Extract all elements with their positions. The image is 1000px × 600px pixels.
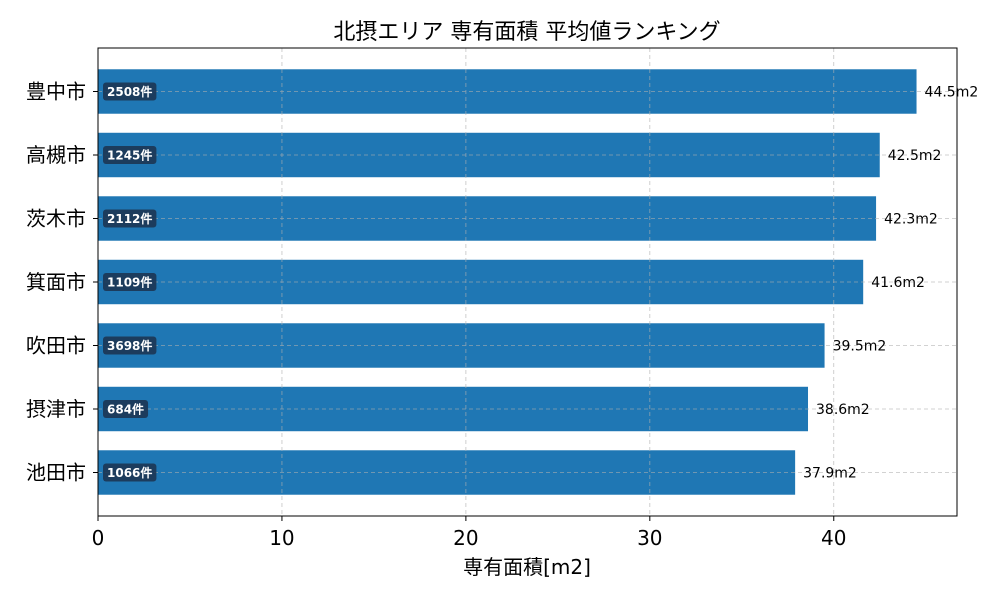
bar-7	[98, 450, 796, 495]
count-badge-background	[103, 82, 157, 101]
category-label-4: 箕面市	[26, 270, 86, 294]
x-axis-label: 専有面積[m2]	[463, 555, 591, 579]
x-tick-label-5: 40	[821, 526, 846, 550]
x-tick-label-3: 20	[453, 526, 478, 550]
bar-2	[98, 132, 880, 178]
count-badge-background	[103, 273, 157, 291]
x-axis-ticks: 0 10 20 30 40	[92, 516, 846, 550]
x-tick-label-2: 10	[269, 526, 294, 550]
value-label-3: 42.3m2	[884, 211, 938, 227]
count-badge-background	[103, 209, 157, 228]
value-label-4: 41.6m2	[871, 275, 925, 291]
count-badge-background	[103, 145, 157, 164]
count-badge-background	[103, 400, 149, 419]
count-badge-background	[103, 336, 157, 355]
count-badge-label: 1066件	[107, 465, 152, 480]
count-badge-label: 1109件	[107, 275, 152, 290]
count-badge-background	[103, 463, 157, 482]
count-badge-label: 3698件	[107, 338, 152, 353]
category-label-2: 高槻市	[26, 143, 86, 167]
count-badge-4: 1109件	[103, 273, 157, 291]
value-label-7: 37.9m2	[803, 466, 857, 482]
chart-title: 北摂エリア 専有面積 平均値ランキング	[333, 20, 720, 45]
count-badge-label: 2112件	[107, 211, 152, 226]
count-badges: 2508件 1245件 2112件 1109件 3698件 684件 1066件	[103, 82, 157, 482]
value-label-2: 42.5m2	[888, 148, 942, 164]
category-label-3: 茨木市	[26, 206, 86, 230]
category-label-6: 摂津市	[26, 397, 86, 421]
count-badge-6: 684件	[103, 400, 149, 419]
value-label-5: 39.5m2	[833, 339, 887, 355]
count-badge-label: 2508件	[107, 84, 152, 99]
category-label-5: 吹田市	[26, 334, 86, 358]
count-badge-3: 2112件	[103, 209, 157, 228]
x-tick-label-1: 0	[92, 526, 105, 550]
value-labels: 44.5m2 42.5m2 42.3m2 41.6m2 39.5m2 38.6m2 37.9…	[803, 84, 978, 481]
count-badge-1: 2508件	[103, 82, 157, 101]
x-tick-label-4: 30	[637, 526, 662, 550]
count-badge-5: 3698件	[103, 336, 157, 355]
count-badge-7: 1066件	[103, 463, 157, 482]
count-badge-label: 684件	[107, 402, 144, 417]
count-badge-label: 1245件	[107, 147, 152, 162]
value-label-1: 44.5m2	[925, 84, 979, 100]
value-label-6: 38.6m2	[816, 402, 870, 418]
category-label-7: 池田市	[26, 461, 86, 485]
gridlines	[98, 48, 957, 516]
category-label-1: 豊中市	[26, 79, 86, 103]
count-badge-2: 1245件	[103, 145, 157, 164]
